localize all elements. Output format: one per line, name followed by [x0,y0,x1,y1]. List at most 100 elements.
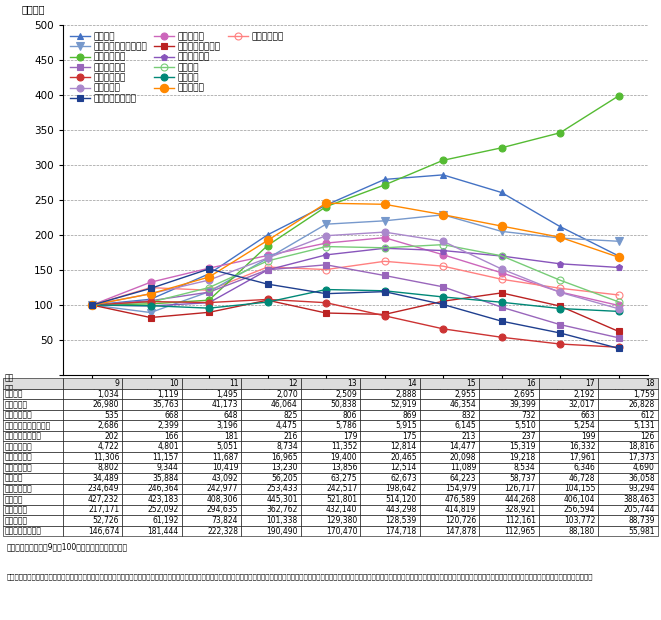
部品ねらい [498,223,506,230]
暴行（街頭） [381,181,389,188]
略取誘拐（街頭） [264,296,272,304]
車上ねらい [498,265,506,273]
傷害（街頭） [381,244,389,252]
オートバイ盗 [264,296,272,303]
Line: 自動販売機ねらい: 自動販売機ねらい [89,265,622,352]
恐喝（街頭） [322,261,330,268]
Legend: 路上強盗, 強制わいせつ（街頭）, 暴行（街頭）, 恐喝（街頭）, オートバイ盗, 車上ねらい, 自動販売機ねらい, ひったくり, 略取誘拐（街頭）, 傷害（街: 路上強盗, 強制わいせつ（街頭）, 暴行（街頭）, 恐喝（街頭）, オートバイ盗… [67,29,287,106]
部品ねらい [147,290,155,298]
傷害（街頭） [322,251,330,259]
オートバイ盗 [556,340,564,348]
自転車盗 [498,298,506,306]
自動車盗 [381,244,389,252]
ひったくり [498,269,506,277]
ひったくり [322,239,330,247]
傷害（街頭） [556,260,564,267]
路上強盗 [147,296,155,303]
強盗（街頭） [498,275,506,283]
車上ねらい [322,232,330,239]
自動販売機ねらい [264,280,272,288]
オートバイ盗 [147,298,155,305]
路上強盗 [498,188,506,196]
路上強盗 [439,171,447,179]
ひったくり [615,302,623,309]
恐喝（街頭） [88,301,96,309]
恐喝（街頭） [439,283,447,291]
暴行（街頭） [88,301,96,309]
強制わいせつ（街頭） [556,234,564,242]
車上ねらい [615,305,623,312]
Line: 傷害（街頭）: 傷害（街頭） [89,245,622,309]
車上ねらい [439,237,447,245]
Line: 恐喝（街頭）: 恐喝（街頭） [89,262,621,340]
路上強盗 [88,301,96,309]
傷害（街頭） [147,302,155,309]
自動販売機ねらい [322,290,330,298]
略取誘拐（街頭） [498,289,506,296]
自転車盗 [439,293,447,301]
部品ねらい [556,234,564,241]
自動車盗 [264,257,272,265]
Line: 強盗（街頭）: 強盗（街頭） [89,258,622,309]
恐喝（街頭） [615,334,623,342]
路上強盗 [322,202,330,209]
自動車盗 [439,241,447,249]
強盗（街頭） [264,264,272,271]
オートバイ盗 [381,312,389,319]
車上ねらい [556,288,564,296]
部品ねらい [322,200,330,207]
傷害（街頭） [88,301,96,309]
暴行（街頭） [322,203,330,210]
自転車盗 [322,286,330,293]
自転車盗 [381,287,389,294]
Line: ひったくり: ひったくり [89,234,622,309]
略取誘拐（街頭） [439,298,447,305]
強盗（街頭） [381,257,389,265]
強盗（街頭） [322,266,330,273]
自転車盗 [264,298,272,306]
Line: 部品ねらい: 部品ねらい [88,199,623,309]
自動販売機ねらい [615,345,623,352]
部品ねらい [205,273,213,281]
略取誘拐（街頭） [556,303,564,310]
部品ねらい [381,201,389,208]
強制わいせつ（街頭） [88,301,96,309]
Line: 強制わいせつ（街頭）: 強制わいせつ（街頭） [88,211,623,317]
自動車盗 [615,298,623,306]
自動販売機ねらい [205,265,213,273]
オートバイ盗 [205,299,213,306]
オートバイ盗 [88,301,96,309]
自動車盗 [322,243,330,250]
部品ねらい [88,301,96,309]
自転車盗 [556,305,564,312]
Line: 路上強盗: 路上強盗 [89,171,622,309]
強盗（街頭） [439,262,447,270]
強盗（街頭） [147,284,155,291]
強盗（街頭） [205,286,213,294]
オートバイ盗 [498,334,506,341]
傷害（街頭） [205,299,213,306]
ひったくり [205,265,213,272]
暴行（街頭） [264,242,272,249]
恐喝（街頭） [498,303,506,311]
強制わいせつ（街頭） [381,217,389,224]
傷害（街頭） [615,264,623,271]
Text: 注１：指数は、平成9年を100とした場合の値である。: 注１：指数は、平成9年を100とした場合の値である。 [7,542,128,552]
恐喝（街頭） [205,288,213,296]
路上強盗 [264,231,272,239]
Line: オートバイ盗: オートバイ盗 [89,296,622,351]
恐喝（街頭） [556,321,564,329]
部品ねらい [264,237,272,244]
自動車盗 [205,284,213,291]
自動販売機ねらい [439,301,447,308]
自転車盗 [147,302,155,309]
ひったくり [381,234,389,241]
略取誘拐（街頭） [381,311,389,318]
路上強盗 [381,175,389,183]
自動販売機ねらい [498,317,506,325]
Text: （指数）: （指数） [22,4,46,14]
暴行（街頭） [615,92,623,100]
部品ねらい [615,254,623,261]
自転車盗 [615,308,623,315]
略取誘拐（街頭） [88,301,96,309]
